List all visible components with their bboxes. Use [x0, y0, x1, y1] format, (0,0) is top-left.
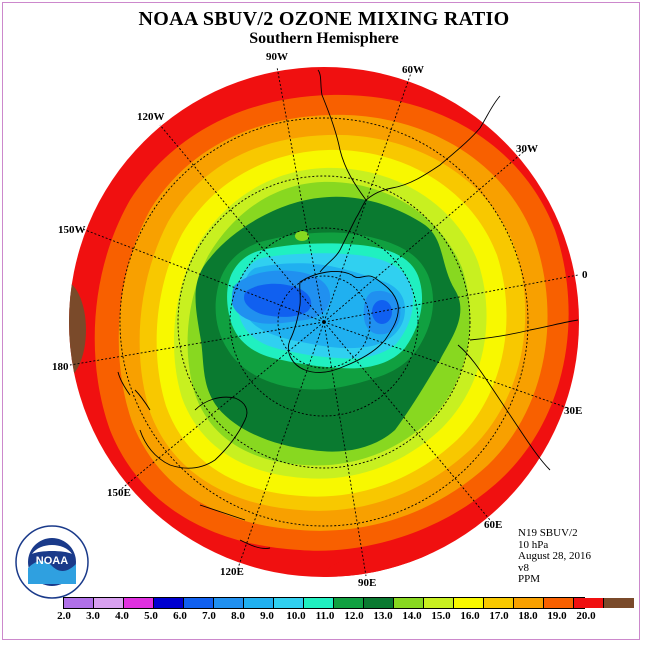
- figure-subtitle: Southern Hemisphere: [249, 30, 399, 47]
- lon-label: 150W: [58, 224, 86, 236]
- colorbar-segment: [214, 598, 244, 608]
- colorbar-segment: [514, 598, 544, 608]
- colorbar-tick-label: 13.0: [373, 610, 393, 622]
- colorbar-tick-label: 11.0: [315, 610, 335, 622]
- colorbar-segment: [184, 598, 214, 608]
- indonesia-coast: [199, 504, 271, 549]
- lon-label: 60E: [484, 519, 502, 531]
- high-band-south: [325, 553, 475, 577]
- colorbar-tick-label: 9.0: [260, 610, 274, 622]
- colorbar-segment: [124, 598, 154, 608]
- colorbar-segment: [364, 598, 394, 608]
- africa-coast: [457, 319, 579, 471]
- colorbar-tick-label: 18.0: [518, 610, 538, 622]
- info-instrument: N19 SBUV/2: [518, 527, 578, 539]
- contour-6: [244, 283, 312, 317]
- antarctica-coast: [287, 271, 399, 373]
- lon-label: 120E: [220, 566, 244, 578]
- noaa-logo-icon: NOAA: [15, 525, 89, 599]
- colorbar-tick-label: 19.0: [547, 610, 567, 622]
- colorbar-segment: [604, 598, 634, 608]
- colorbar-segment: [94, 598, 124, 608]
- colorbar-tick-label: 2.0: [57, 610, 71, 622]
- colorbar-segment: [454, 598, 484, 608]
- info-version: v8: [518, 561, 529, 574]
- colorbar-segment: [244, 598, 274, 608]
- lon-label: 120W: [137, 111, 165, 123]
- colorbar: [64, 598, 634, 608]
- lon-label: 90E: [358, 577, 376, 589]
- lon-label: 60W: [402, 64, 424, 76]
- colorbar-tick-label: 16.0: [460, 610, 480, 622]
- lon-label: 30W: [516, 143, 538, 155]
- info-block: N19 SBUV/2 10 hPa August 28, 2016 v8 PPM: [518, 527, 592, 586]
- colorbar-segment: [424, 598, 454, 608]
- light-green-blob: [295, 231, 309, 241]
- new-zealand: [117, 371, 151, 411]
- info-date: August 28, 2016: [518, 550, 592, 562]
- lon-label: 90W: [266, 51, 288, 63]
- colorbar-labels: 2.0 3.0 4.0 5.0 6.0 7.0 8.0 9.0 10.0 11.0 12.0 13.0…: [54, 610, 614, 624]
- graticule: [69, 66, 579, 577]
- max-value-patch: [69, 280, 86, 380]
- coastlines: [117, 69, 579, 549]
- australia-coast: [139, 396, 248, 469]
- info-units: PPM: [518, 573, 541, 585]
- ozone-field: [69, 67, 579, 577]
- lon-label: 150E: [107, 487, 131, 499]
- lon-label: 180: [52, 361, 69, 373]
- colorbar-tick-label: 5.0: [144, 610, 158, 622]
- colorbar-segment: [274, 598, 304, 608]
- colorbar-tick-label: 12.0: [344, 610, 364, 622]
- colorbar-tick-label: 8.0: [231, 610, 245, 622]
- lon-label: 30E: [564, 405, 582, 417]
- colorbar-tick-label: 7.0: [202, 610, 216, 622]
- figure-title: NOAA SBUV/2 OZONE MIXING RATIO: [138, 8, 510, 30]
- colorbar-segment: [574, 598, 604, 608]
- colorbar-tick-label: 15.0: [431, 610, 451, 622]
- colorbar-tick-label: 3.0: [86, 610, 100, 622]
- low-ozone-core-east: [372, 300, 392, 324]
- colorbar-segment: [304, 598, 334, 608]
- colorbar-segment: [64, 598, 94, 608]
- lon-label: 0: [582, 269, 588, 281]
- figure-frame: [2, 2, 640, 640]
- longitude-labels: 90W 60W 30W 0 30E 60E 90E 120E 150E 180 …: [52, 51, 588, 589]
- colorbar-segment: [544, 598, 574, 608]
- south-america-coast: [317, 69, 501, 201]
- info-pressure: 10 hPa: [518, 538, 549, 551]
- colorbar-segment: [394, 598, 424, 608]
- logo-text: NOAA: [36, 555, 68, 567]
- colorbar-tick-label: 14.0: [402, 610, 422, 622]
- colorbar-tick-label: 4.0: [115, 610, 129, 622]
- colorbar-segment: [154, 598, 184, 608]
- colorbar-tick-label: 6.0: [173, 610, 187, 622]
- colorbar-tick-label: 10.0: [286, 610, 306, 622]
- antarctic-peninsula: [319, 199, 367, 273]
- colorbar-segment: [334, 598, 364, 608]
- colorbar-segment: [484, 598, 514, 608]
- colorbar-tick-label: 20.0: [576, 610, 596, 622]
- colorbar-tick-label: 17.0: [489, 610, 509, 622]
